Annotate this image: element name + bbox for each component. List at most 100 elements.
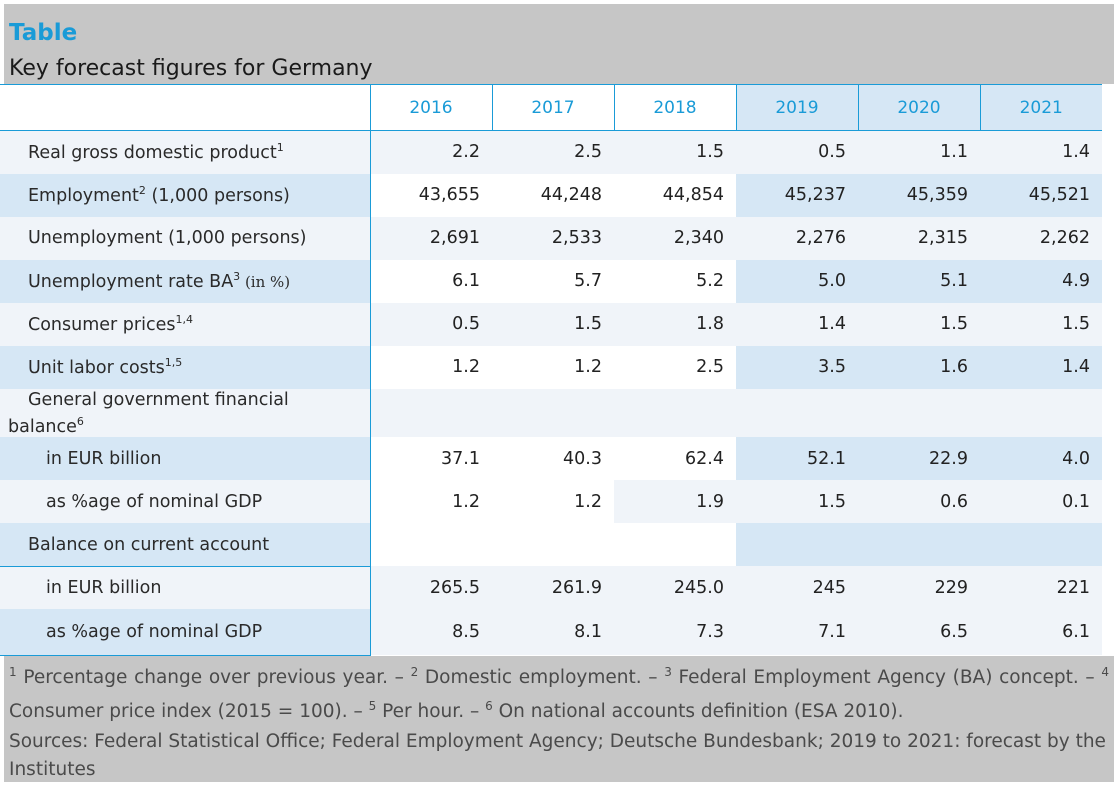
cell: 245 — [736, 566, 858, 610]
row-label: Balance on current account — [0, 523, 371, 567]
footnote-marker: 5 — [368, 699, 377, 714]
cell: 1.8 — [614, 302, 736, 346]
cell: 1.4 — [980, 130, 1102, 174]
cell — [492, 388, 614, 438]
row-label: General government financial balance6 — [0, 388, 371, 438]
footnote-marker: 1 — [9, 665, 17, 679]
table-row: Unemployment rate BA3 (in %) 6.1 5.7 5.2… — [0, 259, 1102, 303]
table-row: Consumer prices1,4 0.5 1.5 1.8 1.4 1.5 1… — [0, 302, 1102, 346]
cell: 2,276 — [736, 216, 858, 260]
table-header-band: Table Key forecast figures for Germany — [4, 4, 1114, 84]
cell: 1.2 — [370, 480, 492, 524]
row-label: Unemployment (1,000 persons) — [0, 216, 371, 260]
cell: 2,691 — [370, 216, 492, 260]
footnote-text: On national accounts definition (ESA 201… — [492, 701, 904, 723]
cell: 1.5 — [736, 480, 858, 524]
footnote-text: Per hour. – — [376, 701, 486, 723]
cell: 7.1 — [736, 609, 858, 656]
table-title: Key forecast figures for Germany — [9, 56, 373, 81]
cell: 22.9 — [858, 437, 980, 481]
cell: 45,237 — [736, 173, 858, 217]
cell — [370, 388, 492, 438]
cell — [858, 523, 980, 567]
column-header: 2018 — [613, 84, 736, 131]
cell — [736, 523, 858, 567]
cell: 5.1 — [858, 259, 980, 303]
cell: 44,248 — [492, 173, 614, 217]
table-row: General government financial balance6 — [0, 388, 1102, 438]
cell: 52.1 — [736, 437, 858, 481]
cell: 1.2 — [492, 345, 614, 389]
header-row: 2016 2017 2018 2019 2020 2021 — [0, 84, 1102, 131]
cell: 45,521 — [980, 173, 1102, 217]
cell: 6.5 — [858, 609, 980, 656]
row-label: Unemployment rate BA3 (in %) — [0, 259, 371, 303]
footnote-marker: 4 — [1101, 665, 1109, 679]
cell: 221 — [980, 566, 1102, 610]
table-label: Table — [9, 20, 78, 46]
footnote-text: Percentage change over previous year. – — [16, 667, 411, 689]
row-label: as %age of nominal GDP — [0, 480, 371, 524]
cell: 2,340 — [614, 216, 736, 260]
cell: 1.4 — [980, 345, 1102, 389]
cell: 245.0 — [614, 566, 736, 610]
cell: 1.2 — [370, 345, 492, 389]
table-row: as %age of nominal GDP 1.2 1.2 1.9 1.5 0… — [0, 480, 1102, 524]
cell: 1.5 — [492, 302, 614, 346]
header-corner — [0, 84, 370, 131]
cell: 5.7 — [492, 259, 614, 303]
footnote-text: Domestic employment. – — [418, 667, 665, 689]
cell: 1.4 — [736, 302, 858, 346]
column-header: 2020 — [857, 84, 980, 131]
cell: 62.4 — [614, 437, 736, 481]
row-label: as %age of nominal GDP — [0, 609, 371, 656]
cell — [980, 388, 1102, 438]
cell — [614, 388, 736, 438]
cell: 6.1 — [370, 259, 492, 303]
row-label: Real gross domestic product1 — [0, 130, 371, 174]
cell: 2,315 — [858, 216, 980, 260]
table-row: in EUR billion 265.5 261.9 245.0 245 229… — [0, 566, 1102, 610]
cell: 2.5 — [492, 130, 614, 174]
table-row: Real gross domestic product1 2.2 2.5 1.5… — [0, 130, 1102, 174]
table-row: Unemployment (1,000 persons) 2,691 2,533… — [0, 216, 1102, 260]
footnote-text: Consumer price index (2015 = 100). – — [9, 701, 369, 723]
table-row: Unit labor costs1,5 1.2 1.2 2.5 3.5 1.6 … — [0, 345, 1102, 389]
column-header: 2017 — [491, 84, 614, 131]
cell: 0.5 — [370, 302, 492, 346]
table-row: in EUR billion 37.1 40.3 62.4 52.1 22.9 … — [0, 437, 1102, 481]
row-label: Consumer prices1,4 — [0, 302, 371, 346]
sources-note: Sources: Federal Statistical Office; Fed… — [9, 731, 1106, 780]
column-header: 2019 — [735, 84, 858, 131]
cell: 44,854 — [614, 173, 736, 217]
cell: 1.2 — [492, 480, 614, 524]
cell — [370, 523, 492, 567]
column-header: 2016 — [369, 84, 492, 131]
cell: 2,533 — [492, 216, 614, 260]
cell — [492, 523, 614, 567]
row-label: in EUR billion — [0, 437, 371, 481]
footnote-marker: 2 — [410, 665, 419, 679]
cell: 43,655 — [370, 173, 492, 217]
cell: 1.5 — [614, 130, 736, 174]
cell: 8.5 — [370, 609, 492, 656]
table-row: Balance on current account — [0, 523, 1102, 567]
cell: 4.0 — [980, 437, 1102, 481]
table-row: as %age of nominal GDP 8.5 8.1 7.3 7.1 6… — [0, 609, 1102, 656]
cell: 1.1 — [858, 130, 980, 174]
cell: 0.5 — [736, 130, 858, 174]
cell: 1.9 — [614, 480, 736, 524]
cell: 37.1 — [370, 437, 492, 481]
table-footnotes: 1 Percentage change over previous year. … — [4, 656, 1114, 782]
cell: 261.9 — [492, 566, 614, 610]
cell: 0.1 — [980, 480, 1102, 524]
cell: 7.3 — [614, 609, 736, 656]
cell: 1.5 — [858, 302, 980, 346]
cell: 265.5 — [370, 566, 492, 610]
cell: 5.0 — [736, 259, 858, 303]
cell: 6.1 — [980, 609, 1102, 656]
footnotes: 1 Percentage change over previous year. … — [9, 658, 1109, 726]
cell: 1.6 — [858, 345, 980, 389]
row-label: in EUR billion — [0, 566, 371, 610]
cell: 1.5 — [980, 302, 1102, 346]
